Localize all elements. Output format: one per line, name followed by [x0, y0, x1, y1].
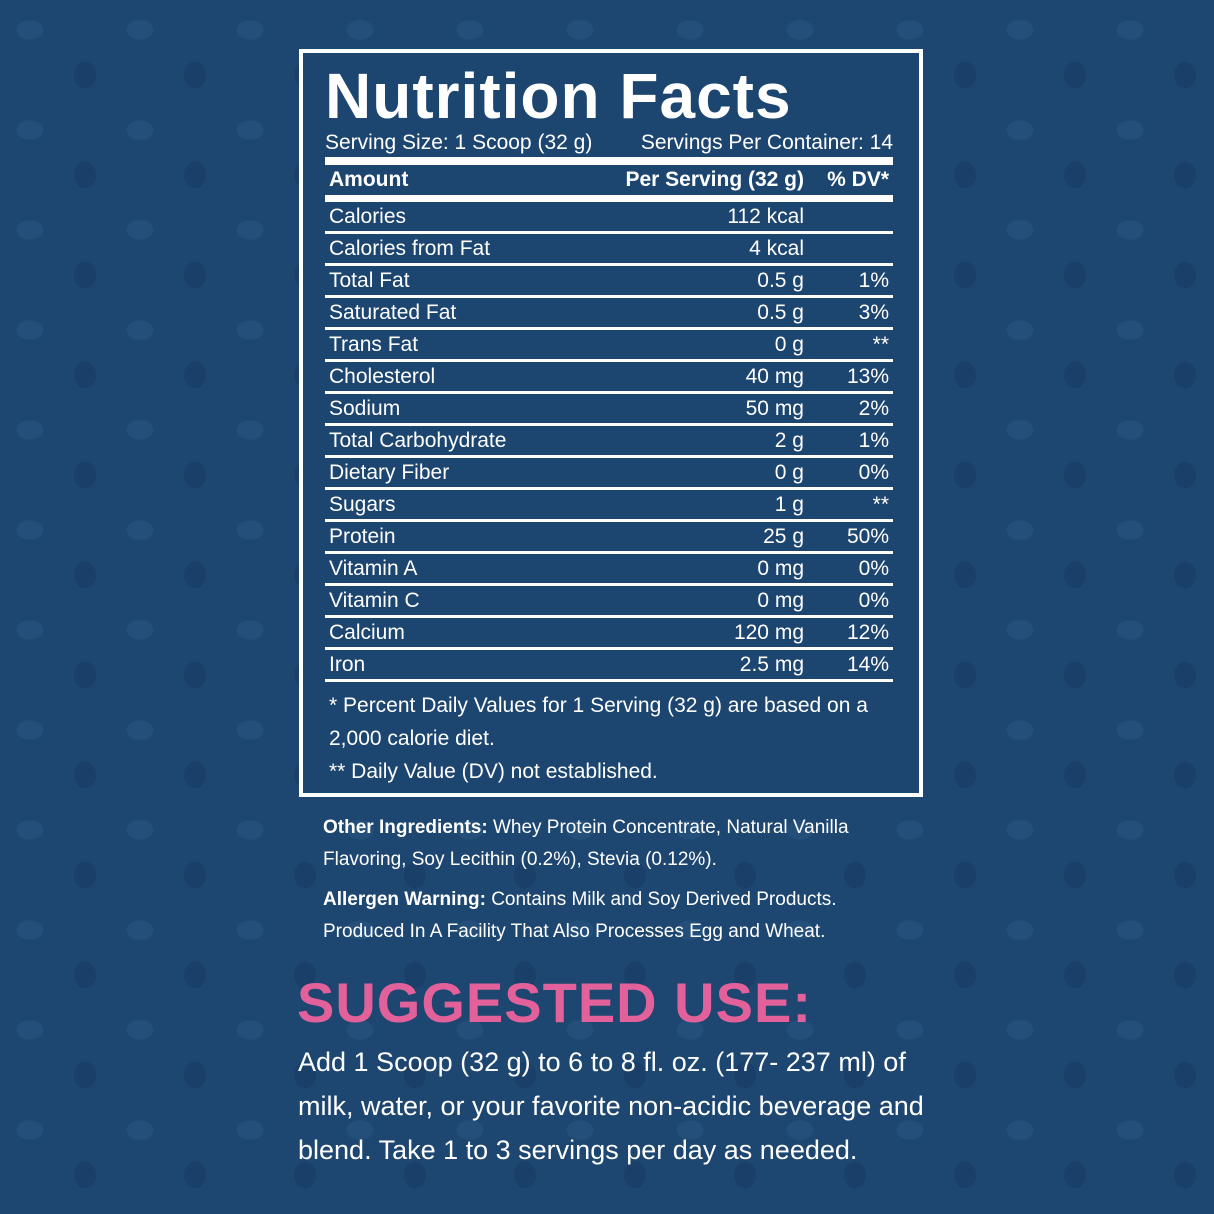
- nutrient-amount: 0 g: [774, 460, 804, 484]
- nutrient-dv: 14%: [846, 652, 889, 676]
- nutrient-name: Cholesterol: [329, 364, 436, 388]
- nutrient-row: Vitamin C 0 mg 0%: [325, 586, 893, 618]
- nutrient-amount: 120 mg: [733, 620, 804, 644]
- nutrient-dv: 0%: [858, 460, 889, 484]
- nutrient-amount: 0 mg: [757, 588, 804, 612]
- allergen-label: Allergen Warning:: [323, 889, 486, 910]
- footnote-dv: * Percent Daily Values for 1 Serving (32…: [329, 694, 868, 750]
- nutrient-name: Calcium: [329, 620, 405, 644]
- nutrient-dv: 12%: [846, 620, 889, 644]
- nutrient-amount: 2.5 mg: [739, 652, 804, 676]
- nutrient-amount: 4 kcal: [749, 236, 804, 260]
- ingredients-label: Other Ingredients:: [323, 817, 488, 838]
- nutrient-row: Calcium 120 mg 12%: [325, 618, 893, 650]
- nutrient-amount: 1 g: [774, 492, 804, 516]
- other-ingredients: Other Ingredients: Whey Protein Concentr…: [323, 812, 923, 876]
- divider: [325, 157, 893, 165]
- nutrient-dv: 1%: [858, 428, 889, 452]
- ingredients-section: Other Ingredients: Whey Protein Concentr…: [323, 812, 923, 948]
- nutrient-row: Calories from Fat 4 kcal: [325, 234, 893, 266]
- nutrient-row: Iron 2.5 mg 14%: [325, 650, 893, 682]
- nutrient-row: Protein 25 g 50%: [325, 522, 893, 554]
- nutrient-row: Vitamin A 0 mg 0%: [325, 554, 893, 586]
- nutrient-amount: 40 mg: [745, 364, 804, 388]
- serving-size: Serving Size: 1 Scoop (32 g): [325, 131, 593, 154]
- ingredients-text: Whey Protein Concentrate, Natural Vanill…: [323, 817, 849, 870]
- nutrient-dv: **: [872, 492, 889, 516]
- nutrient-amount: 0.5 g: [757, 268, 804, 292]
- nutrient-name: Sugars: [329, 492, 396, 516]
- nutrient-dv: 3%: [858, 300, 889, 324]
- nutrient-amount: 2 g: [774, 428, 804, 452]
- allergen-warning: Allergen Warning: Contains Milk and Soy …: [323, 884, 923, 948]
- nutrient-dv: 0%: [858, 588, 889, 612]
- nutrient-row: Trans Fat 0 g **: [325, 330, 893, 362]
- nutrition-facts-panel: Nutrition Facts Serving Size: 1 Scoop (3…: [299, 49, 923, 797]
- nutrient-table: Amount Per Serving (32 g) % DV* Calories…: [325, 165, 893, 682]
- suggested-use-heading: SUGGESTED USE:: [297, 971, 812, 1034]
- nutrient-name: Vitamin A: [329, 556, 418, 580]
- nutrient-dv: 0%: [858, 556, 889, 580]
- suggested-use-text: Add 1 Scoop (32 g) to 6 to 8 fl. oz. (17…: [298, 1047, 924, 1165]
- nutrient-dv: 1%: [858, 268, 889, 292]
- nutrient-name: Trans Fat: [329, 332, 419, 356]
- header-dv: % DV*: [827, 168, 889, 191]
- nutrient-row: Total Fat 0.5 g 1%: [325, 266, 893, 298]
- nutrient-name: Iron: [329, 652, 366, 676]
- table-header: Amount Per Serving (32 g) % DV*: [325, 165, 893, 202]
- nutrient-name: Sodium: [329, 396, 401, 420]
- nutrient-dv: **: [872, 332, 889, 356]
- nutrient-dv: 2%: [858, 396, 889, 420]
- nutrient-amount: 0 mg: [757, 556, 804, 580]
- nutrient-row: Cholesterol 40 mg 13%: [325, 362, 893, 394]
- servings-per-container: Servings Per Container: 14: [640, 131, 893, 154]
- nutrient-row: Sugars 1 g **: [325, 490, 893, 522]
- nutrient-name: Total Fat: [329, 268, 410, 292]
- nutrient-amount: 0.5 g: [757, 300, 804, 324]
- nutrient-dv: 13%: [846, 364, 889, 388]
- footnote-not-established: ** Daily Value (DV) not established.: [329, 760, 658, 783]
- footnotes: * Percent Daily Values for 1 Serving (32…: [329, 689, 893, 788]
- nutrient-amount: 50 mg: [745, 396, 804, 420]
- nutrient-amount: 25 g: [763, 524, 804, 548]
- nutrition-title: Nutrition Facts: [325, 60, 792, 132]
- nutrient-name: Dietary Fiber: [329, 460, 450, 484]
- serving-info: Serving Size: 1 Scoop (32 g) Servings Pe…: [325, 131, 893, 155]
- nutrient-name: Calories from Fat: [329, 236, 491, 260]
- nutrient-row: Total Carbohydrate 2 g 1%: [325, 426, 893, 458]
- nutrient-amount: 0 g: [774, 332, 804, 356]
- header-per-serving: Per Serving (32 g): [625, 168, 804, 191]
- nutrient-row: Dietary Fiber 0 g 0%: [325, 458, 893, 490]
- nutrient-row: Sodium 50 mg 2%: [325, 394, 893, 426]
- nutrient-dv: 50%: [846, 524, 889, 548]
- nutrient-name: Saturated Fat: [329, 300, 457, 324]
- nutrient-name: Protein: [329, 524, 396, 548]
- nutrient-amount: 112 kcal: [727, 204, 804, 228]
- nutrient-row: Saturated Fat 0.5 g 3%: [325, 298, 893, 330]
- header-amount: Amount: [329, 168, 409, 191]
- nutrient-row: Calories 112 kcal: [325, 202, 893, 234]
- nutrient-name: Total Carbohydrate: [329, 428, 507, 452]
- nutrient-name: Calories: [329, 204, 407, 228]
- allergen-text: Contains Milk and Soy Derived Products. …: [323, 889, 837, 942]
- nutrient-name: Vitamin C: [329, 588, 420, 612]
